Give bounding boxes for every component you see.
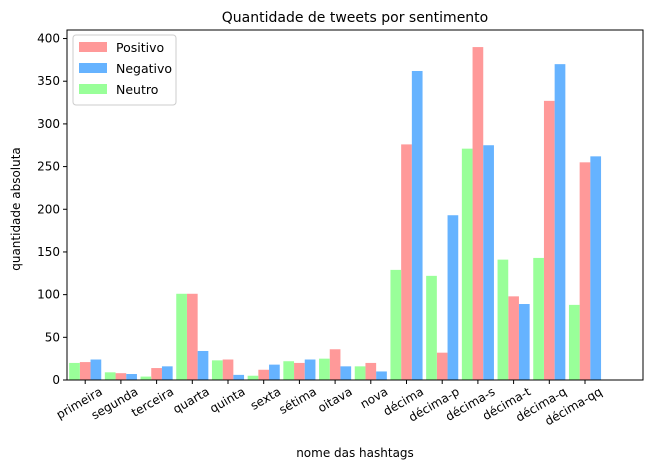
bar-neutro-13 bbox=[533, 257, 544, 380]
y-axis-label: quantidade absoluta bbox=[9, 147, 23, 271]
bar-negativo-4 bbox=[233, 374, 245, 380]
legend-swatch-positivo bbox=[79, 42, 107, 52]
bar-negativo-2 bbox=[161, 366, 173, 380]
bar-positivo-3 bbox=[186, 293, 198, 380]
bar-neutro-12 bbox=[497, 259, 509, 380]
bar-negativo-6 bbox=[304, 359, 316, 380]
bar-neutro-10 bbox=[426, 275, 437, 380]
legend-swatch-neutro bbox=[79, 84, 107, 94]
legend-swatch-negativo bbox=[79, 63, 107, 73]
chart-title: Quantidade de tweets por sentimento bbox=[222, 10, 489, 26]
bar-positivo-2 bbox=[151, 368, 162, 380]
legend-label-neutro: Neutro bbox=[116, 82, 158, 97]
y-tick-label: 200 bbox=[37, 202, 60, 216]
bar-neutro-4 bbox=[211, 360, 223, 380]
bar-positivo-11 bbox=[472, 47, 484, 380]
bar-negativo-12 bbox=[518, 304, 530, 380]
bar-positivo-4 bbox=[222, 359, 234, 380]
bar-negativo-9 bbox=[411, 70, 423, 380]
bar-negativo-14 bbox=[590, 156, 602, 380]
legend: Positivo Negativo Neutro bbox=[72, 34, 177, 106]
plot-frame bbox=[66, 29, 644, 381]
bar-neutro-0 bbox=[69, 362, 80, 380]
bar-neutro-2 bbox=[140, 376, 152, 380]
bar-negativo-11 bbox=[483, 145, 494, 380]
bar-negativo-7 bbox=[340, 366, 352, 380]
y-tick-label: 0 bbox=[52, 373, 60, 387]
bar-positivo-14 bbox=[579, 162, 591, 380]
bar-neutro-7 bbox=[319, 358, 330, 380]
bar-negativo-1 bbox=[126, 374, 137, 380]
bar-positivo-7 bbox=[329, 349, 341, 380]
y-tick-label: 50 bbox=[45, 330, 60, 344]
y-tick-label: 300 bbox=[37, 117, 60, 131]
bar-negativo-5 bbox=[269, 364, 280, 380]
bar-positivo-9 bbox=[401, 144, 412, 380]
y-tick-label: 250 bbox=[37, 160, 60, 174]
bar-neutro-5 bbox=[247, 375, 259, 380]
bar-positivo-10 bbox=[436, 352, 448, 380]
bar-neutro-11 bbox=[461, 148, 473, 380]
y-tick-label: 400 bbox=[37, 32, 60, 46]
bar-negativo-0 bbox=[90, 359, 102, 380]
legend-label-negativo: Negativo bbox=[116, 61, 172, 76]
bar-negativo-10 bbox=[447, 215, 459, 380]
y-tick-label: 150 bbox=[37, 245, 60, 259]
bar-neutro-3 bbox=[176, 293, 187, 380]
bar-positivo-5 bbox=[258, 369, 270, 380]
bar-neutro-14 bbox=[568, 304, 580, 380]
bar-neutro-9 bbox=[390, 269, 402, 380]
y-tick-label: 350 bbox=[37, 74, 60, 88]
legend-label-positivo: Positivo bbox=[116, 40, 164, 55]
bar-positivo-1 bbox=[115, 373, 127, 380]
bar-negativo-8 bbox=[376, 371, 387, 380]
bar-positivo-0 bbox=[79, 362, 91, 380]
y-tick-label: 100 bbox=[37, 288, 60, 302]
bar-positivo-8 bbox=[365, 362, 377, 380]
bar-neutro-1 bbox=[104, 372, 116, 380]
bar-negativo-13 bbox=[554, 64, 566, 381]
bar-neutro-6 bbox=[283, 361, 295, 380]
y-ticks-group: 0 50 100 150 200 250 300 350 400 bbox=[37, 32, 67, 387]
bars-group bbox=[69, 47, 602, 381]
bar-positivo-13 bbox=[543, 100, 555, 380]
bar-negativo-3 bbox=[197, 350, 209, 380]
bar-positivo-12 bbox=[508, 296, 519, 380]
bar-neutro-8 bbox=[354, 366, 366, 380]
bar-positivo-6 bbox=[294, 362, 305, 380]
x-axis-label: nome das hashtags bbox=[296, 446, 414, 460]
